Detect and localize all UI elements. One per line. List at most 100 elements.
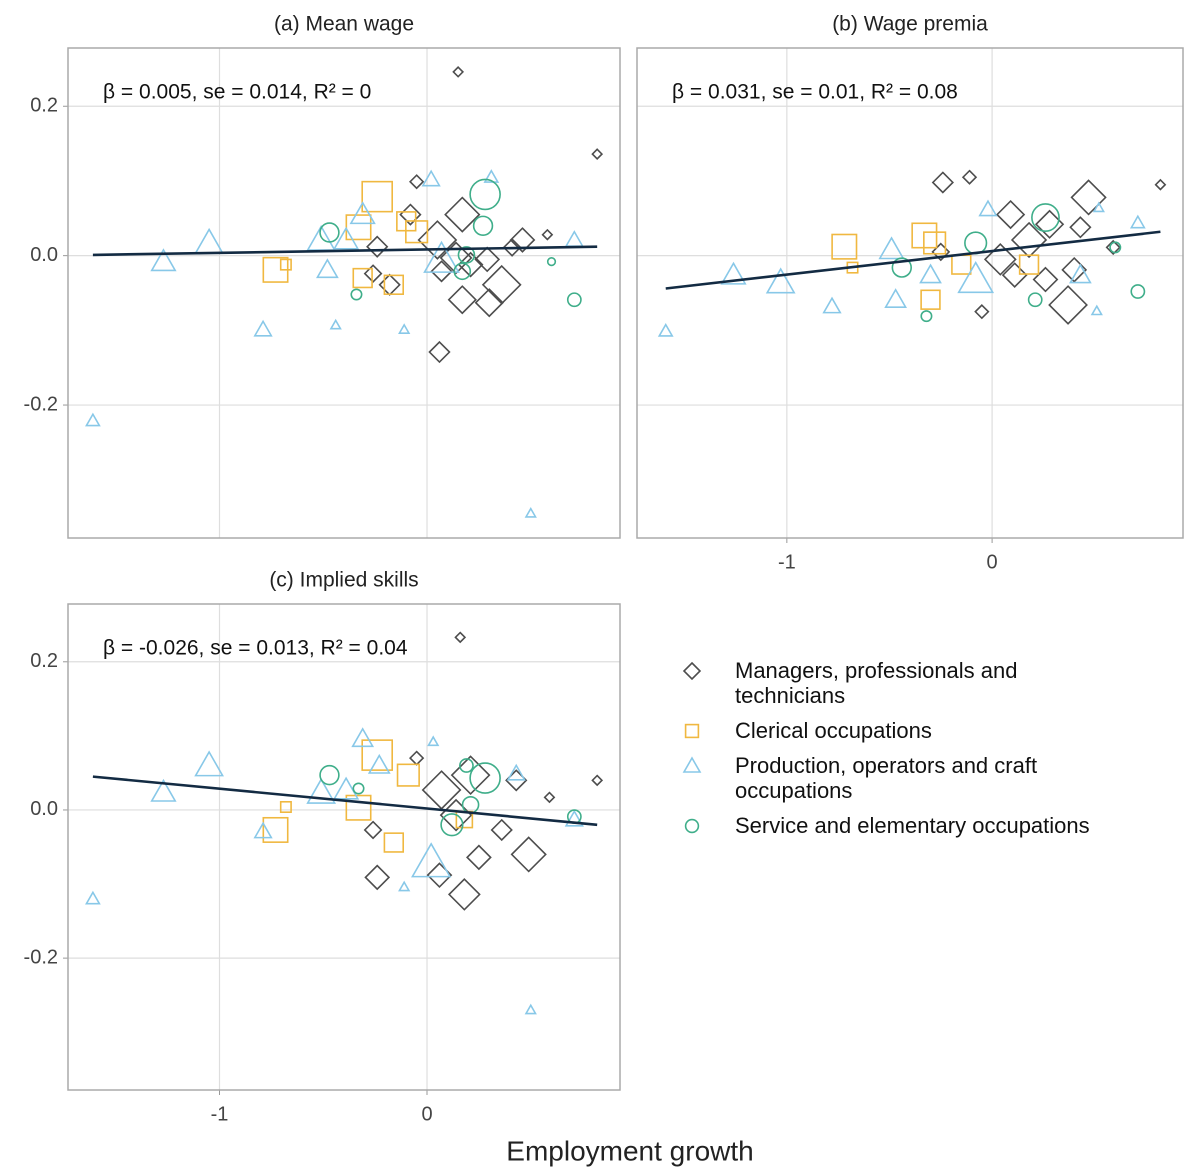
point <box>194 750 224 777</box>
point <box>352 267 373 289</box>
point <box>1092 201 1105 213</box>
point <box>398 323 411 334</box>
point <box>396 211 417 232</box>
legend: Managers, professionals and technicians … <box>676 658 1090 848</box>
fit-line <box>92 775 598 827</box>
legend-item: Clerical occupations <box>676 718 1090 743</box>
point <box>454 631 467 644</box>
point <box>262 816 289 843</box>
point <box>884 288 908 309</box>
point <box>319 222 340 243</box>
point <box>316 258 339 279</box>
legend-marker <box>684 723 700 739</box>
point <box>423 240 460 273</box>
point <box>459 758 474 773</box>
point <box>524 1003 537 1015</box>
point <box>440 813 464 837</box>
point <box>447 878 481 911</box>
point <box>1018 254 1040 275</box>
point <box>765 267 796 294</box>
point <box>502 238 522 257</box>
point <box>447 285 477 315</box>
x-tick-label: 0 <box>421 1103 432 1125</box>
legend-label: Service and elementary occupations <box>735 813 1090 838</box>
point <box>474 246 501 273</box>
point <box>1070 179 1107 216</box>
point <box>457 246 476 264</box>
point <box>253 319 273 337</box>
x-axis-title: Employment growth <box>506 1135 753 1166</box>
point <box>363 264 383 283</box>
point <box>1130 284 1146 299</box>
point <box>995 199 1026 230</box>
point <box>253 821 273 839</box>
point <box>1105 239 1121 256</box>
point <box>279 800 292 813</box>
point <box>1068 263 1092 284</box>
point <box>150 778 177 802</box>
point <box>409 174 425 190</box>
point <box>931 171 954 194</box>
point <box>510 836 547 873</box>
point <box>1031 203 1060 232</box>
point <box>466 844 492 871</box>
point <box>363 820 383 840</box>
point <box>364 864 391 891</box>
point <box>366 235 389 258</box>
point <box>398 880 411 892</box>
point <box>426 862 453 889</box>
y-tick-label: 0.0 <box>30 798 58 820</box>
point <box>1010 221 1048 259</box>
point <box>931 242 951 262</box>
legend-marker-shape <box>684 818 700 834</box>
point <box>1129 214 1146 229</box>
point <box>452 66 465 78</box>
plot-area <box>637 48 1183 538</box>
point <box>591 774 604 787</box>
point <box>1027 292 1043 308</box>
fit-line <box>665 230 1161 290</box>
point <box>920 310 933 323</box>
point <box>481 264 522 305</box>
point <box>891 257 912 278</box>
point <box>490 818 513 842</box>
legend-marker-shape <box>682 661 702 681</box>
point <box>350 288 363 301</box>
point <box>306 777 337 804</box>
point <box>405 220 429 244</box>
point <box>383 274 405 295</box>
point <box>878 236 905 260</box>
point <box>546 257 557 267</box>
legend-marker-shape <box>684 723 700 739</box>
y-tick-label: -0.2 <box>24 946 58 968</box>
point <box>964 231 988 255</box>
point <box>524 506 537 518</box>
panel-border <box>67 603 621 1091</box>
point <box>1061 256 1088 283</box>
point <box>361 739 394 771</box>
legend-item: Managers, professionals and technicians <box>676 658 1090 708</box>
point <box>1032 266 1059 293</box>
panel-border <box>67 47 621 539</box>
annotation: β = -0.026, se = 0.013, R² = 0.04 <box>103 637 408 660</box>
plot-area <box>68 604 620 1090</box>
point <box>472 215 494 236</box>
legend-marker <box>682 661 702 681</box>
point <box>427 735 440 747</box>
point <box>509 227 536 253</box>
point <box>1069 216 1092 239</box>
panel-title: (c) Implied skills <box>269 569 418 592</box>
x-tick-label: -1 <box>778 551 796 573</box>
point <box>961 169 978 185</box>
point <box>1109 241 1122 254</box>
y-tick-label: -0.2 <box>24 393 58 415</box>
point <box>983 243 1017 276</box>
point <box>483 169 500 183</box>
y-tick-label: 0.0 <box>30 244 58 266</box>
legend-marker-shape <box>682 756 702 773</box>
point <box>474 288 504 318</box>
point <box>453 262 472 281</box>
point <box>469 178 501 211</box>
x-tick-label: -1 <box>211 1103 229 1125</box>
